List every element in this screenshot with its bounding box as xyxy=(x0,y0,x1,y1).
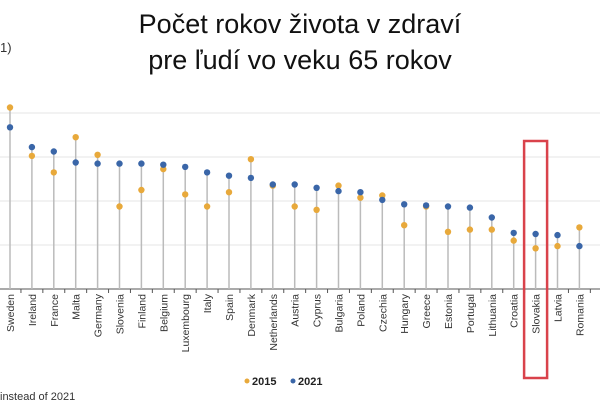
point-2021 xyxy=(72,159,79,166)
x-tick-label: Lithuania xyxy=(487,294,499,337)
point-2015 xyxy=(182,191,189,198)
x-tick-label: Latvia xyxy=(553,294,565,322)
x-tick-label: Estonia xyxy=(443,294,455,329)
x-tick-label: Belgium xyxy=(158,294,170,332)
point-2021 xyxy=(160,161,167,168)
point-2021 xyxy=(50,148,57,155)
point-2021 xyxy=(357,189,364,196)
x-tick-label: Spain xyxy=(224,294,236,321)
legend-label-2021: 2021 xyxy=(298,376,322,388)
point-2015 xyxy=(313,206,320,213)
point-2021 xyxy=(466,204,474,211)
point-2021 xyxy=(422,202,430,209)
point-2021 xyxy=(379,196,386,204)
x-tick-label: Malta xyxy=(71,294,83,320)
point-2021 xyxy=(313,184,320,191)
title-line-1: Počet rokov života v zdraví xyxy=(138,9,462,39)
point-2015 xyxy=(510,237,517,244)
x-tick-label: Sweden xyxy=(5,294,17,332)
point-2015 xyxy=(379,192,386,199)
legend-label-2015: 2015 xyxy=(252,376,276,388)
x-tick-label: Austria xyxy=(290,294,302,327)
point-2015 xyxy=(94,151,101,158)
point-2021 xyxy=(138,160,145,167)
x-tick-label: Finland xyxy=(136,294,148,329)
point-2021 xyxy=(182,163,189,171)
point-2015 xyxy=(160,165,167,173)
point-2021 xyxy=(554,231,561,239)
point-2021 xyxy=(94,160,101,167)
point-2021 xyxy=(444,203,452,210)
chart-title: Počet rokov života v zdraví pre ľudí vo … xyxy=(0,6,600,78)
point-2015 xyxy=(203,203,211,210)
x-tick-label: Czechia xyxy=(377,294,389,332)
point-2021 xyxy=(576,242,583,250)
x-tick-label: Ireland xyxy=(27,294,39,326)
x-tick-label: Bulgaria xyxy=(334,294,346,333)
point-2015 xyxy=(225,189,233,196)
point-2015 xyxy=(335,182,342,189)
point-2021 xyxy=(532,230,539,238)
x-tick-label: Slovakia xyxy=(531,294,543,334)
point-2015 xyxy=(138,186,145,194)
footnote-marker: 1) xyxy=(0,40,12,55)
point-2015 xyxy=(6,104,14,111)
x-tick-label: Germany xyxy=(93,293,105,337)
point-2015 xyxy=(72,134,79,141)
point-2015 xyxy=(488,226,495,233)
x-tick-label: Netherlands xyxy=(268,294,280,351)
point-2021 xyxy=(116,160,123,167)
point-2015 xyxy=(466,226,474,233)
point-2015 xyxy=(532,245,539,252)
x-tick-label: Denmark xyxy=(246,293,258,336)
point-2015 xyxy=(247,156,255,163)
point-2021 xyxy=(203,169,211,176)
point-2021 xyxy=(6,124,14,131)
point-2021 xyxy=(510,229,517,237)
point-2015 xyxy=(444,228,452,235)
legend-marker-2021 xyxy=(290,378,296,384)
x-tick-label: Slovenia xyxy=(115,294,127,334)
point-2021 xyxy=(335,187,342,195)
legend-marker-2015 xyxy=(244,378,250,384)
x-tick-label: Greece xyxy=(421,294,433,329)
point-2015 xyxy=(357,194,364,201)
x-tick-label: Poland xyxy=(355,294,367,327)
x-tick-label: Italy xyxy=(202,293,214,313)
highlight-box xyxy=(522,139,549,380)
point-2015 xyxy=(50,169,57,176)
x-tick-label: Portugal xyxy=(465,294,477,333)
point-2015 xyxy=(576,224,583,231)
x-tick-label: Cyprus xyxy=(312,294,324,327)
point-2015 xyxy=(291,203,298,210)
point-2015 xyxy=(554,242,561,250)
title-line-2: pre ľudí vo veku 65 rokov xyxy=(148,45,452,75)
point-2021 xyxy=(269,181,276,188)
x-tick-label: Hungary xyxy=(399,293,411,333)
point-2021 xyxy=(28,143,36,151)
x-tick-label: Luxembourg xyxy=(180,294,192,353)
point-2021 xyxy=(291,181,298,188)
x-tick-label: France xyxy=(49,294,61,327)
point-2021 xyxy=(247,174,255,182)
point-2015 xyxy=(28,152,36,160)
point-2015 xyxy=(116,203,123,210)
point-2021 xyxy=(488,214,495,221)
x-tick-label: Croatia xyxy=(509,294,521,328)
point-2021 xyxy=(225,172,233,179)
point-2021 xyxy=(401,201,408,208)
point-2015 xyxy=(401,222,408,229)
x-tick-label: Romania xyxy=(574,294,586,336)
